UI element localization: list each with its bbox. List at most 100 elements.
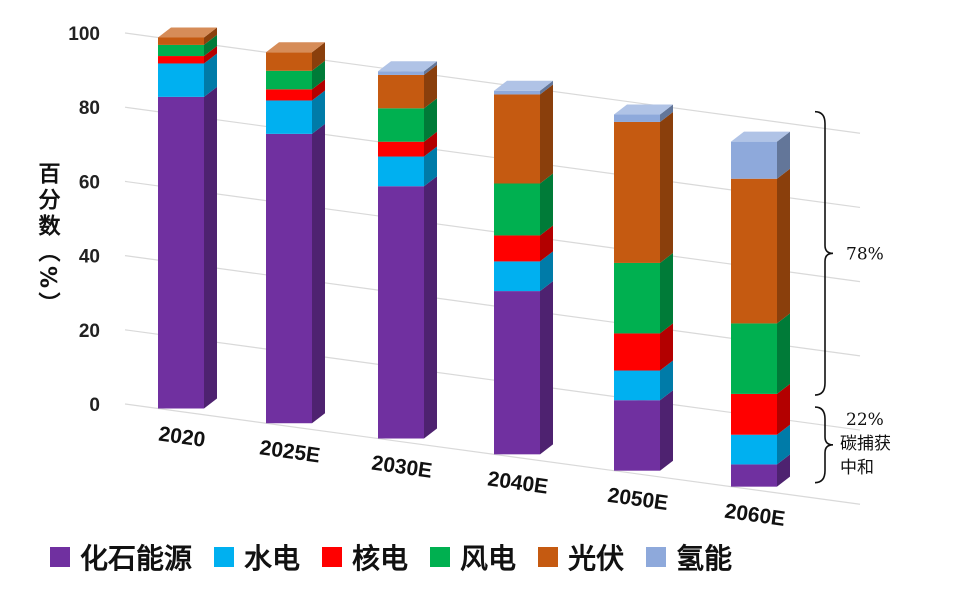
gridline bbox=[124, 32, 861, 134]
x-tick-label: 2020 bbox=[157, 423, 206, 452]
bar-side-face bbox=[424, 64, 437, 109]
bar-side-face bbox=[660, 104, 673, 122]
bar-top-face bbox=[378, 61, 437, 72]
bar-side-face bbox=[204, 27, 217, 45]
bar-segment bbox=[614, 104, 673, 122]
bar-front-face bbox=[494, 291, 540, 455]
bar-front-face bbox=[158, 44, 204, 57]
bar-front-face bbox=[378, 71, 424, 75]
bar-front-face bbox=[158, 96, 204, 409]
bar-top-face bbox=[614, 104, 673, 115]
bar-front-face bbox=[266, 133, 312, 424]
legend: 化石能源 水电 核电 风电 光伏 氢能 bbox=[50, 534, 950, 580]
legend-label: 光伏 bbox=[568, 542, 625, 575]
bar-front-face bbox=[494, 90, 540, 95]
bar-front-face bbox=[731, 141, 777, 179]
bar-side-face bbox=[312, 42, 325, 71]
y-tick-label: 0 bbox=[89, 395, 100, 416]
bar-side-face bbox=[204, 34, 217, 57]
bar-side-face bbox=[540, 80, 553, 95]
brace bbox=[814, 110, 834, 396]
bar-side-face bbox=[660, 252, 673, 334]
bar-top-face bbox=[494, 80, 553, 91]
y-tick-label: 80 bbox=[79, 98, 100, 119]
bar-front-face bbox=[731, 323, 777, 394]
bar-segment bbox=[158, 34, 217, 57]
legend-swatch bbox=[646, 547, 667, 567]
bar-front-face bbox=[731, 434, 777, 465]
bar-segment bbox=[494, 281, 553, 455]
bar-segment bbox=[158, 46, 217, 64]
bar-side-face bbox=[312, 123, 325, 424]
bar-side-face bbox=[540, 84, 553, 184]
bar-segment bbox=[614, 360, 673, 401]
bar-side-face bbox=[540, 225, 553, 262]
bar-front-face bbox=[614, 400, 660, 471]
bar-front-face bbox=[614, 121, 660, 263]
y-axis-ticks: 0 20 40 60 80 100 bbox=[68, 24, 100, 416]
y-tick-label: 60 bbox=[79, 172, 100, 193]
legend-swatch bbox=[50, 547, 70, 567]
bar-front-face bbox=[731, 393, 777, 435]
legend-swatch bbox=[430, 547, 451, 567]
legend-swatch bbox=[538, 547, 559, 567]
bar-side-face bbox=[540, 251, 553, 292]
bar-side-face bbox=[660, 323, 673, 371]
x-axis-ticks: 2020 2025E 2030E 2040E 2050E 2060E bbox=[157, 423, 786, 531]
brace bbox=[814, 406, 834, 484]
bar-segment bbox=[158, 53, 217, 97]
bar-segment bbox=[731, 168, 790, 324]
bar-side-face bbox=[777, 313, 790, 394]
bar-segment bbox=[266, 79, 325, 101]
bar-segment bbox=[378, 146, 437, 187]
bar-front-face bbox=[378, 186, 424, 439]
bar-segment bbox=[266, 90, 325, 134]
bar-front-face bbox=[158, 56, 204, 64]
bar-front-face bbox=[158, 37, 204, 45]
bar-segment bbox=[494, 251, 553, 292]
bar-side-face bbox=[424, 146, 437, 187]
bar-front-face bbox=[266, 89, 312, 101]
bar-segment bbox=[158, 27, 217, 45]
legend-label: 核电 bbox=[352, 542, 409, 575]
bar-front-face bbox=[614, 114, 660, 122]
legend-item: 化石能源 bbox=[50, 537, 192, 577]
bar-front-face bbox=[266, 100, 312, 134]
bar-segment bbox=[494, 225, 553, 262]
bar-side-face bbox=[424, 176, 437, 439]
bar-segment bbox=[731, 131, 790, 179]
bar-top-face bbox=[731, 131, 790, 142]
annotation-fossil-share: 22% bbox=[846, 410, 884, 430]
bar-side-face bbox=[204, 46, 217, 64]
bar-side-face bbox=[204, 53, 217, 97]
bar-front-face bbox=[731, 178, 777, 324]
bar-segment bbox=[378, 131, 437, 157]
x-tick-label: 2040E bbox=[486, 467, 549, 498]
bar-segment bbox=[614, 323, 673, 371]
annotation-note-line: 中和 bbox=[840, 458, 874, 478]
bar-front-face bbox=[266, 70, 312, 90]
annotation-note-line: 碳捕获 bbox=[840, 434, 891, 454]
bar-front-face bbox=[731, 464, 777, 487]
bar-front-face bbox=[494, 235, 540, 262]
gridlines bbox=[124, 32, 861, 505]
y-axis-label: 百分数（%） bbox=[35, 162, 61, 318]
x-tick-label: 2050E bbox=[606, 484, 669, 515]
legend-item: 氢能 bbox=[646, 537, 732, 577]
bar-front-face bbox=[494, 94, 540, 184]
bar-side-face bbox=[777, 131, 790, 179]
bar-front-face bbox=[266, 52, 312, 71]
bar-side-face bbox=[777, 424, 790, 465]
bar-side-face bbox=[660, 360, 673, 401]
bar-segment bbox=[494, 84, 553, 184]
legend-swatch bbox=[214, 547, 235, 567]
bar-segment bbox=[731, 383, 790, 435]
bar-side-face bbox=[424, 61, 437, 75]
bar-side-face bbox=[660, 390, 673, 471]
bar-segment bbox=[614, 111, 673, 263]
legend-label: 化石能源 bbox=[80, 542, 193, 575]
bar-segment bbox=[266, 42, 325, 71]
bar-segment bbox=[614, 252, 673, 334]
